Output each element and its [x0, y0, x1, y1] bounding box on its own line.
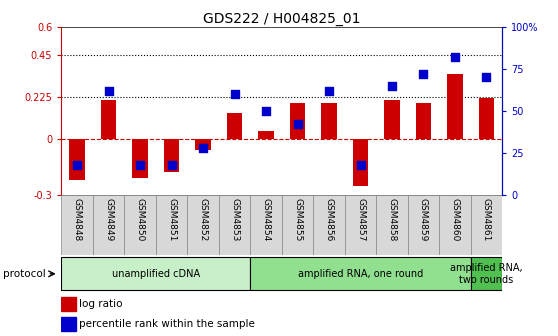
Text: GSM4851: GSM4851 [167, 198, 176, 241]
Bar [195, 139, 211, 150]
Bar [101, 100, 117, 139]
Point [262, 108, 271, 114]
Bar [61, 257, 251, 290]
Bar [408, 195, 439, 255]
Bar [251, 195, 282, 255]
Text: amplified RNA, one round: amplified RNA, one round [298, 269, 423, 279]
Text: GSM4858: GSM4858 [387, 198, 397, 241]
Bar [345, 195, 376, 255]
Bar [479, 98, 494, 139]
Text: GSM4859: GSM4859 [419, 198, 428, 241]
Text: GSM4856: GSM4856 [325, 198, 334, 241]
Bar [321, 103, 337, 139]
Text: GSM4855: GSM4855 [293, 198, 302, 241]
Bar [376, 195, 408, 255]
Point [230, 91, 239, 97]
Bar [156, 195, 187, 255]
Bar [290, 103, 305, 139]
Text: percentile rank within the sample: percentile rank within the sample [79, 319, 255, 329]
Text: GSM4853: GSM4853 [230, 198, 239, 241]
Bar [353, 139, 368, 185]
Text: protocol: protocol [3, 269, 46, 279]
Point [356, 162, 365, 167]
Bar [124, 195, 156, 255]
Text: GSM4857: GSM4857 [356, 198, 365, 241]
Bar [447, 74, 463, 139]
Title: GDS222 / H004825_01: GDS222 / H004825_01 [203, 12, 360, 26]
Point [167, 162, 176, 167]
Bar [439, 195, 471, 255]
Bar [227, 113, 242, 139]
Text: log ratio: log ratio [79, 299, 123, 309]
Bar [61, 317, 76, 331]
Bar [61, 297, 76, 311]
Bar [219, 195, 251, 255]
Point [73, 162, 81, 167]
Bar [313, 195, 345, 255]
Text: unamplified cDNA: unamplified cDNA [112, 269, 200, 279]
Bar [258, 131, 274, 139]
Bar [471, 195, 502, 255]
Text: GSM4852: GSM4852 [199, 198, 208, 241]
Bar [282, 195, 313, 255]
Point [419, 71, 428, 77]
Point [387, 83, 396, 88]
Bar [69, 139, 85, 180]
Text: GSM4848: GSM4848 [73, 198, 81, 241]
Bar [251, 257, 471, 290]
Point [293, 122, 302, 127]
Point [482, 75, 491, 80]
Bar [163, 139, 180, 172]
Text: GSM4861: GSM4861 [482, 198, 491, 241]
Point [199, 145, 208, 151]
Text: GSM4854: GSM4854 [262, 198, 271, 241]
Bar [132, 139, 148, 178]
Text: amplified RNA,
two rounds: amplified RNA, two rounds [450, 263, 523, 285]
Point [136, 162, 145, 167]
Text: GSM4860: GSM4860 [450, 198, 459, 241]
Bar [416, 103, 431, 139]
Text: GSM4849: GSM4849 [104, 198, 113, 241]
Point [104, 88, 113, 93]
Bar [384, 100, 400, 139]
Bar [93, 195, 124, 255]
Bar [61, 195, 93, 255]
Point [325, 88, 334, 93]
Point [450, 54, 459, 60]
Text: GSM4850: GSM4850 [136, 198, 145, 241]
Bar [471, 257, 502, 290]
Bar [187, 195, 219, 255]
